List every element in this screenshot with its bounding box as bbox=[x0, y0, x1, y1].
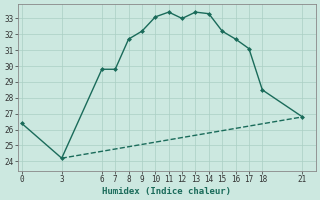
X-axis label: Humidex (Indice chaleur): Humidex (Indice chaleur) bbox=[102, 187, 231, 196]
